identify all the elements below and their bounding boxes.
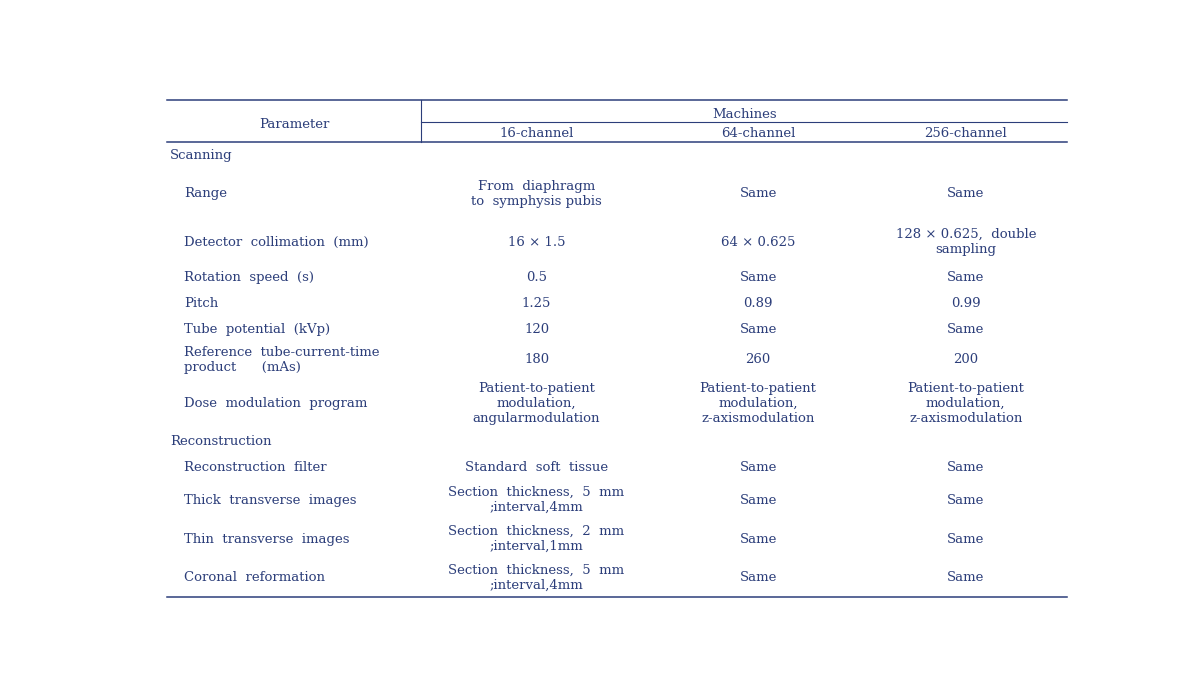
Text: Reconstruction  filter: Reconstruction filter xyxy=(183,461,326,474)
Text: Same: Same xyxy=(740,533,777,546)
Text: Same: Same xyxy=(947,572,985,585)
Text: Dose  modulation  program: Dose modulation program xyxy=(183,397,367,410)
Text: 260: 260 xyxy=(746,353,771,366)
Text: 180: 180 xyxy=(524,353,549,366)
Text: Same: Same xyxy=(740,461,777,474)
Text: 256-channel: 256-channel xyxy=(924,126,1008,139)
Text: Same: Same xyxy=(947,494,985,507)
Text: 64 × 0.625: 64 × 0.625 xyxy=(721,236,796,249)
Text: Same: Same xyxy=(740,572,777,585)
Text: Patient-to-patient
modulation,
z-axismodulation: Patient-to-patient modulation, z-axismod… xyxy=(699,382,817,425)
Text: Thin  transverse  images: Thin transverse images xyxy=(183,533,349,546)
Text: Same: Same xyxy=(740,494,777,507)
Text: Rotation  speed  (s): Rotation speed (s) xyxy=(183,271,314,284)
Text: Same: Same xyxy=(947,533,985,546)
Text: Same: Same xyxy=(740,187,777,201)
Text: Patient-to-patient
modulation,
z-axismodulation: Patient-to-patient modulation, z-axismod… xyxy=(908,382,1024,425)
Text: Standard  soft  tissue: Standard soft tissue xyxy=(464,461,609,474)
Text: Section  thickness,  2  mm
;interval,1mm: Section thickness, 2 mm ;interval,1mm xyxy=(449,525,624,553)
Text: Detector  collimation  (mm): Detector collimation (mm) xyxy=(183,236,368,249)
Text: Same: Same xyxy=(740,322,777,335)
Text: 64-channel: 64-channel xyxy=(721,126,796,139)
Text: Scanning: Scanning xyxy=(170,149,232,162)
Text: From  diaphragm
to  symphysis pubis: From diaphragm to symphysis pubis xyxy=(472,180,601,208)
Text: 0.99: 0.99 xyxy=(950,296,980,310)
Text: Coronal  reformation: Coronal reformation xyxy=(183,572,325,585)
Text: Same: Same xyxy=(947,187,985,201)
Text: Range: Range xyxy=(183,187,227,201)
Text: Pitch: Pitch xyxy=(183,296,218,310)
Text: 120: 120 xyxy=(524,322,549,335)
Text: Section  thickness,  5  mm
;interval,4mm: Section thickness, 5 mm ;interval,4mm xyxy=(449,564,624,592)
Text: Same: Same xyxy=(947,322,985,335)
Text: Same: Same xyxy=(740,271,777,284)
Text: Reference  tube-current-time
product      (mAs): Reference tube-current-time product (mAs… xyxy=(183,346,380,374)
Text: Tube  potential  (kVp): Tube potential (kVp) xyxy=(183,322,330,335)
Text: Machines: Machines xyxy=(712,108,777,122)
Text: Section  thickness,  5  mm
;interval,4mm: Section thickness, 5 mm ;interval,4mm xyxy=(449,486,624,514)
Text: Parameter: Parameter xyxy=(260,117,330,130)
Text: 0.89: 0.89 xyxy=(743,296,773,310)
Text: 16-channel: 16-channel xyxy=(499,126,574,139)
Text: 200: 200 xyxy=(953,353,978,366)
Text: 0.5: 0.5 xyxy=(526,271,547,284)
Text: Same: Same xyxy=(947,271,985,284)
Text: Same: Same xyxy=(947,461,985,474)
Text: 16 × 1.5: 16 × 1.5 xyxy=(507,236,566,249)
Text: 128 × 0.625,  double
sampling: 128 × 0.625, double sampling xyxy=(896,228,1036,256)
Text: Reconstruction: Reconstruction xyxy=(170,436,272,449)
Text: 1.25: 1.25 xyxy=(522,296,551,310)
Text: Patient-to-patient
modulation,
angularmodulation: Patient-to-patient modulation, angularmo… xyxy=(473,382,600,425)
Text: Thick  transverse  images: Thick transverse images xyxy=(183,494,356,507)
